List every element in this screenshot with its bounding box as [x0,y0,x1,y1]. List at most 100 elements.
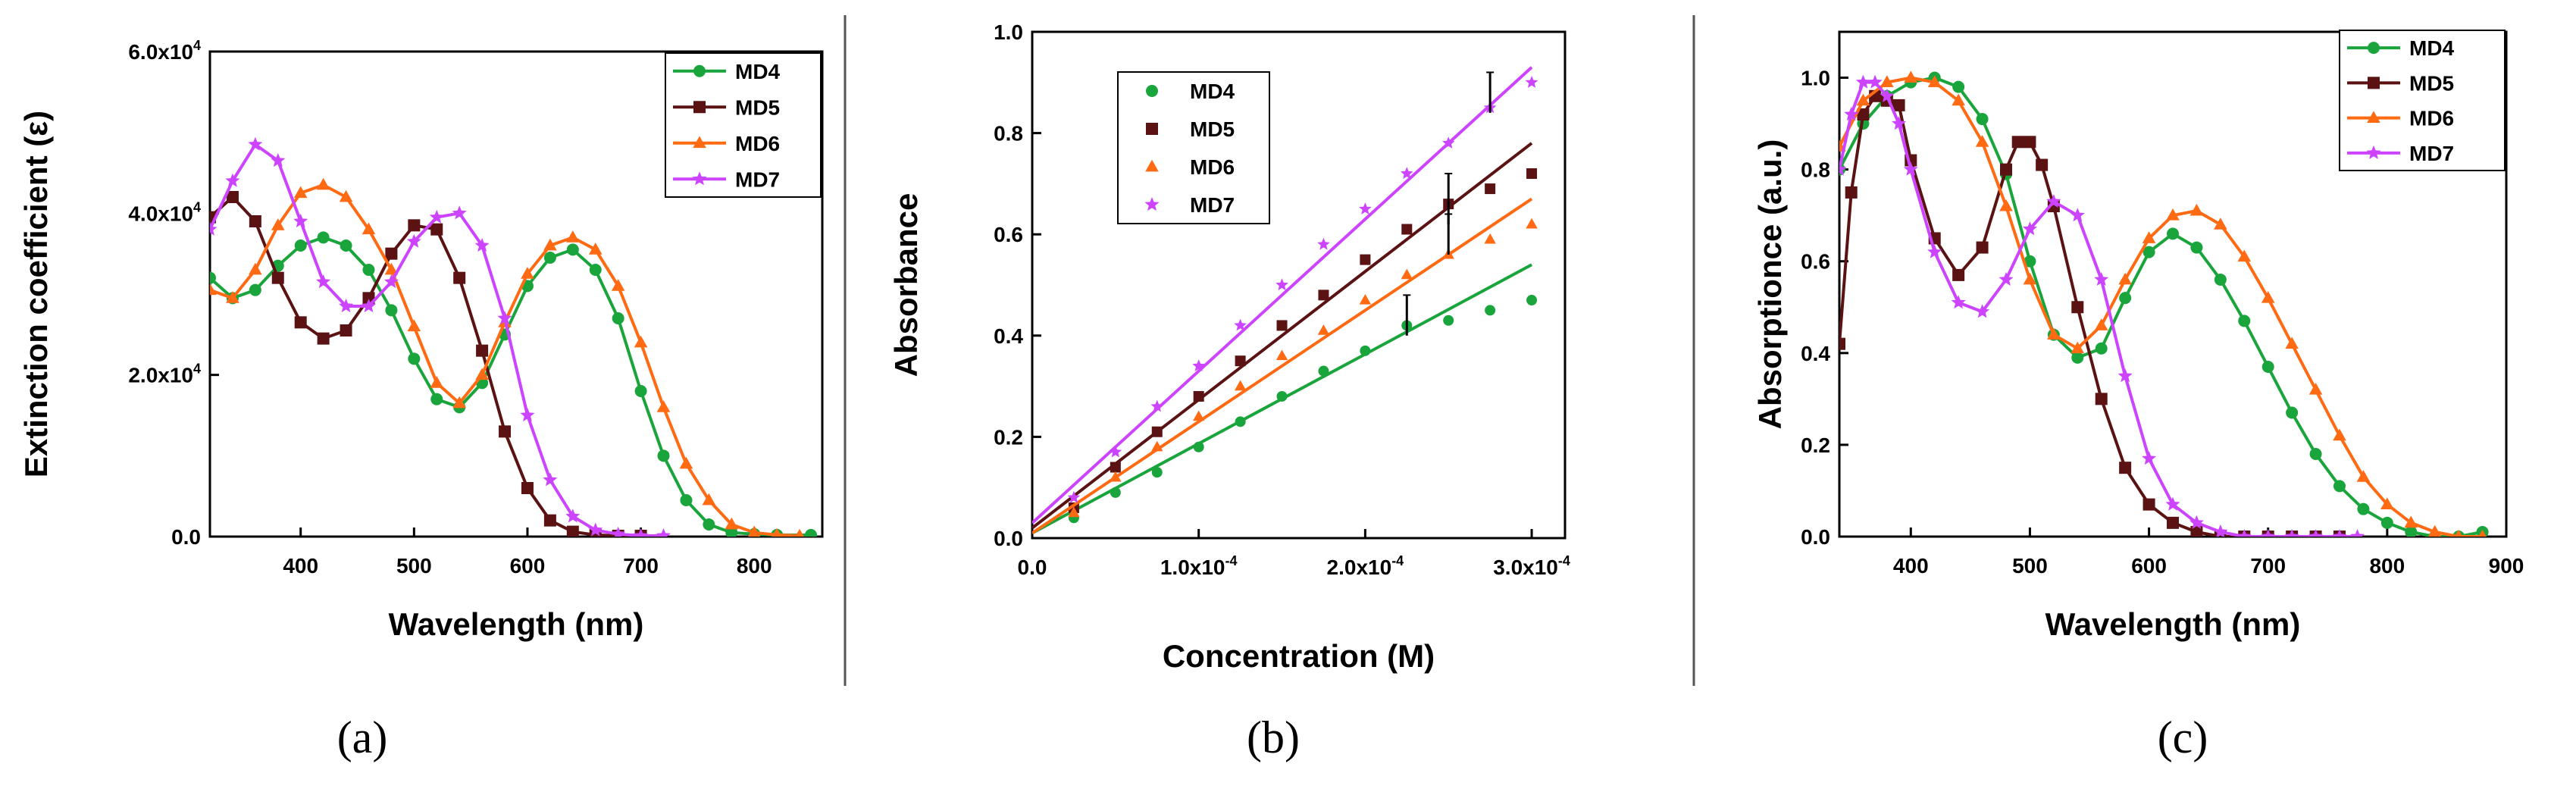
plot-frame [1838,30,2508,538]
data-point-md7 [611,526,626,537]
data-point-md6 [1234,380,1247,391]
data-point-md4 [543,252,556,264]
x-tick-label: 2.0x10-4 [1327,553,1404,579]
data-point-md4 [2380,516,2393,529]
legend-marker-md7 [692,171,707,186]
series-line-md7 [1839,80,2358,537]
data-point-md7 [634,527,649,537]
data-point-md7 [2308,529,2324,537]
data-point-md7 [1192,359,1205,371]
legend-label-md7: MD7 [1190,193,1235,217]
data-point-md7 [1067,490,1081,503]
data-point-md7 [339,299,354,313]
x-tick-label: 800 [2369,554,2405,578]
data-point-md5 [271,271,284,284]
data-point-md7 [1109,445,1122,458]
data-point-md6 [611,279,625,291]
data-point-md6 [748,525,761,537]
x-tick-label: 900 [2489,554,2524,578]
data-point-md6 [2285,337,2299,349]
data-point-md6 [226,291,239,303]
data-point-md6 [588,243,603,255]
data-point-md6 [2428,524,2442,537]
data-point-md6 [1068,506,1080,518]
y-tick-label: 0.2 [1801,434,1830,457]
data-point-md6 [1359,293,1372,305]
data-point-md4 [1976,113,1989,126]
data-point-md6 [1275,349,1288,361]
data-point-md4 [634,385,647,397]
legend-box [1117,71,1270,224]
data-point-md7 [1855,74,1870,89]
data-point-md4 [2357,502,2370,515]
data-point-md7 [383,274,399,289]
data-point-md6 [2308,383,2323,395]
data-point-md5 [1110,462,1121,473]
data-point-md5 [2142,498,2155,511]
data-point-md6 [2454,529,2463,537]
data-point-md5 [1276,320,1288,331]
legend-label-md4: MD4 [1190,80,1235,103]
legend-marker-md6 [2367,111,2380,124]
x-tick-label: 600 [2131,554,2167,578]
series-line-md6 [210,183,800,537]
y-axis-title: Absorptionce (a.u.) [1752,139,1788,430]
legend-marker-md5 [693,101,706,114]
data-point-md6 [1856,93,1870,106]
data-point-md6 [2356,470,2371,482]
data-point-md6 [1110,471,1122,482]
data-point-md4 [2119,292,2132,305]
data-point-md4 [1360,345,1371,356]
data-point-md4 [589,264,602,276]
data-point-md6 [2214,218,2227,230]
data-point-md6 [795,528,804,537]
data-point-md5 [2071,301,2084,314]
data-point-md6 [772,527,782,537]
data-point-md6 [1317,324,1330,335]
data-point-md5 [476,344,489,357]
data-point-md7 [2094,271,2109,286]
data-point-md7 [1903,161,1918,176]
legend-marker-md5 [2368,77,2380,89]
x-axis-title: Wavelength (nm) [2045,606,2301,642]
data-point-md4 [2167,227,2179,240]
data-point-md5 [499,425,512,438]
data-point-md6 [1975,135,1989,147]
y-tick-label: 0.2 [994,425,1023,449]
data-point-md7 [316,274,331,289]
data-point-md4 [703,518,715,531]
data-point-md6 [1484,233,1496,244]
data-point-md4 [2286,406,2299,419]
data-point-md4 [2405,525,2418,537]
data-point-md7 [474,238,490,252]
data-point-md5 [1845,186,1858,199]
data-point-md7 [271,153,286,167]
data-point-md7 [1525,76,1538,88]
data-point-md4 [249,283,261,296]
data-point-md5 [2095,393,2108,405]
data-point-md5 [2024,136,2036,149]
data-point-md7 [2070,208,2085,222]
data-point-md7 [2022,221,2037,236]
y-axis-title: Absorbance [888,193,924,377]
fit-line-md7 [1032,66,1533,524]
data-point-md7 [588,522,603,537]
data-point-md5 [1952,268,1965,281]
data-point-md6 [634,335,648,348]
data-point-md4 [1110,487,1121,498]
data-point-md5 [2167,516,2179,529]
panel-label-a: (a) [337,712,388,762]
data-point-md7 [429,209,444,224]
data-point-md5 [1857,108,1870,121]
y-tick-label: 0.4 [994,324,1023,348]
data-point-md7 [656,527,671,537]
legend-label-md4: MD4 [2409,36,2455,60]
legend-marker-md5 [1146,123,1158,135]
x-tick-label: 400 [283,554,318,578]
data-point-md6 [1880,75,1894,87]
legend-label-md5: MD5 [1190,117,1235,141]
y-tick-label: 2.0x104 [128,362,201,387]
data-point-md6 [679,456,693,469]
data-point-md7 [1844,107,1859,121]
legend-marker-md7 [1144,197,1160,211]
